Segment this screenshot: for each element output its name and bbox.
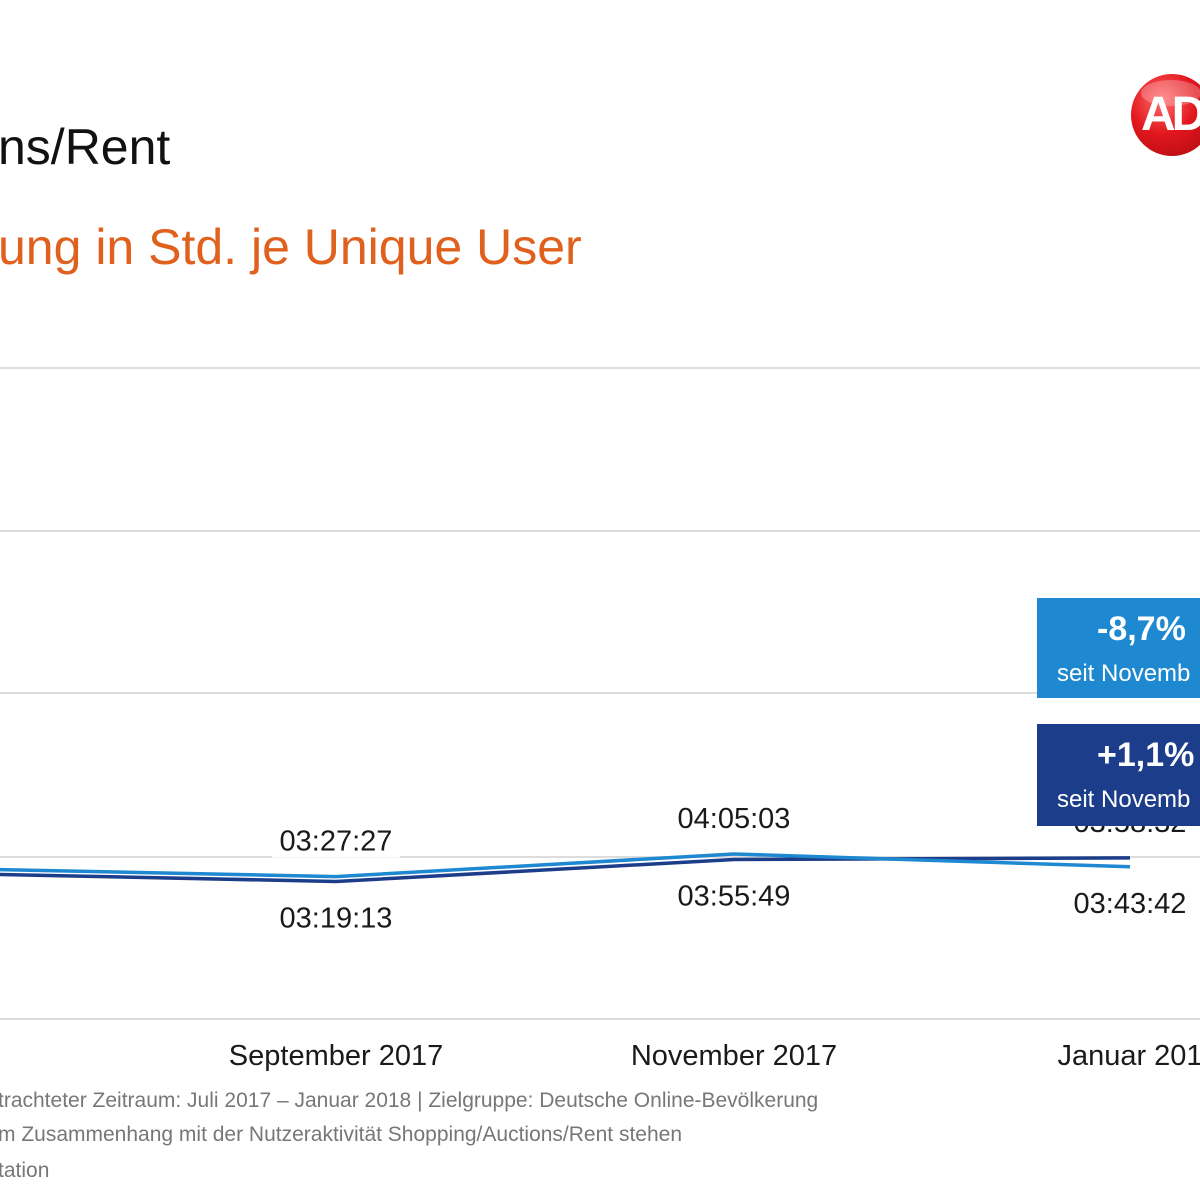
brand-logo: AD xyxy=(1131,74,1200,156)
badge-value: -8,7% xyxy=(1097,610,1186,648)
chart-subtitle: ung in Std. je Unique User xyxy=(0,219,582,275)
data-label-bg xyxy=(670,800,798,835)
data-label: 03:55:49 xyxy=(678,881,791,913)
change-badge-dark: +1,1% seit Novemb xyxy=(1037,724,1200,826)
badge-value: +1,1% xyxy=(1097,736,1195,774)
change-badge-light: -8,7% seit Novemb xyxy=(1037,598,1200,698)
badge-label: seit Novemb xyxy=(1057,786,1191,813)
logo-text: AD xyxy=(1141,88,1200,141)
x-tick-label: November 2017 xyxy=(631,1040,837,1072)
x-tick-label: Januar 201 xyxy=(1057,1040,1200,1072)
data-label: 03:27:27 xyxy=(280,826,393,858)
chart-title: ns/Rent xyxy=(0,119,171,175)
badge-label: seit Novemb xyxy=(1057,660,1191,687)
data-label-bg xyxy=(272,900,400,935)
data-label-bg xyxy=(670,878,798,913)
data-label: 04:05:03 xyxy=(678,803,791,835)
data-label: 03:19:13 xyxy=(280,902,393,934)
data-label-bg xyxy=(1066,885,1194,920)
footnote-period: trachteter Zeitraum: Juli 2017 – Januar … xyxy=(0,1089,819,1112)
data-label: 03:43:42 xyxy=(1074,888,1187,920)
footnote-context: m Zusammenhang mit der Nutzeraktivität S… xyxy=(0,1123,683,1146)
series-line-1 xyxy=(0,852,1131,879)
logo-shine xyxy=(1141,80,1200,106)
x-tick-label: September 2017 xyxy=(229,1040,443,1072)
data-label-bg xyxy=(272,823,400,858)
footnote-source: tation xyxy=(0,1159,50,1182)
